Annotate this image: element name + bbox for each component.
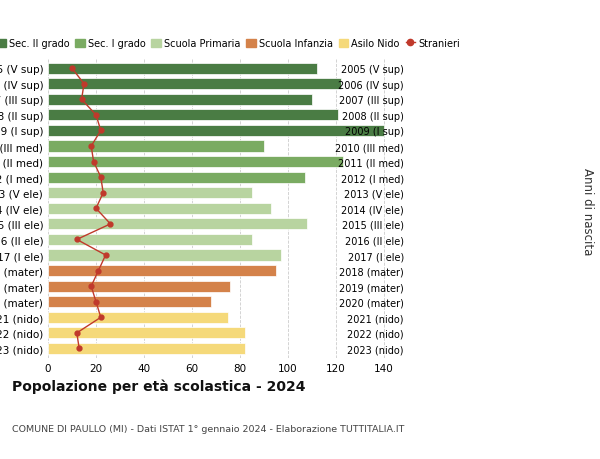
Bar xyxy=(48,219,307,230)
Bar xyxy=(48,328,245,339)
Bar xyxy=(48,203,271,214)
Legend: Sec. II grado, Sec. I grado, Scuola Primaria, Scuola Infanzia, Asilo Nido, Stran: Sec. II grado, Sec. I grado, Scuola Prim… xyxy=(0,39,460,49)
Bar xyxy=(48,79,341,90)
Bar xyxy=(48,172,305,183)
Bar xyxy=(48,235,252,246)
Bar xyxy=(48,141,264,152)
Text: COMUNE DI PAULLO (MI) - Dati ISTAT 1° gennaio 2024 - Elaborazione TUTTITALIA.IT: COMUNE DI PAULLO (MI) - Dati ISTAT 1° ge… xyxy=(12,425,404,434)
Bar xyxy=(48,126,384,137)
Bar xyxy=(48,188,252,199)
Bar xyxy=(48,250,281,261)
Bar xyxy=(48,312,228,323)
Bar xyxy=(48,110,338,121)
Bar xyxy=(48,63,317,74)
Text: Popolazione per età scolastica - 2024: Popolazione per età scolastica - 2024 xyxy=(12,379,305,393)
Bar xyxy=(48,95,312,106)
Bar xyxy=(48,157,343,168)
Bar xyxy=(48,281,230,292)
Bar xyxy=(48,265,276,277)
Text: Anni di nascita: Anni di nascita xyxy=(581,168,595,255)
Bar xyxy=(48,297,211,308)
Bar xyxy=(48,343,245,354)
